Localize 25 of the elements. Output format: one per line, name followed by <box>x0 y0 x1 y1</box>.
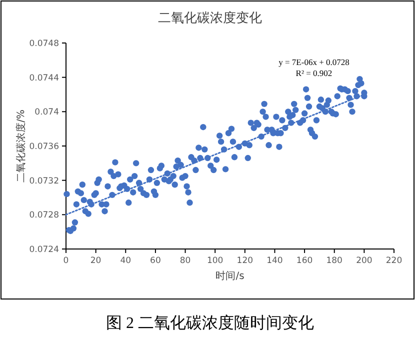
x-tick-label: 40 <box>120 256 132 266</box>
x-tick-label: 180 <box>326 256 342 266</box>
annotation: R² = 0.902 <box>296 68 332 78</box>
x-tick-label: 120 <box>236 256 254 266</box>
y-tick-label: 0.0736 <box>29 142 59 152</box>
x-tick-label: 160 <box>296 256 313 266</box>
y-tick-label: 0.074 <box>34 108 59 118</box>
y-tick-label: 0.0748 <box>29 39 59 49</box>
x-tick-label: 200 <box>356 256 372 266</box>
x-tick-label: 0 <box>63 256 69 266</box>
y-tick-label: 0.0732 <box>29 176 59 186</box>
chart-title: 二氧化碳浓度变化 <box>158 10 262 26</box>
x-tick-label: 80 <box>180 256 191 266</box>
y-tick-label: 0.0744 <box>29 73 59 84</box>
y-axis-title: 二氧化碳浓度/% <box>15 110 27 182</box>
caption: 图 2 二氧化碳浓度随时间变化 <box>106 314 314 332</box>
x-tick-label: 20 <box>90 256 102 266</box>
annotation: y = 7E-06x + 0.0728 <box>278 57 350 67</box>
x-tick-label: 60 <box>150 256 161 266</box>
y-tick-label: 0.0728 <box>29 210 59 221</box>
x-tick-label: 100 <box>206 256 224 266</box>
x-tick-label: 140 <box>266 256 283 266</box>
y-tick-label: 0.0724 <box>29 245 59 255</box>
x-tick-label: 220 <box>386 256 402 266</box>
x-axis-title: 时间/s <box>216 270 244 282</box>
